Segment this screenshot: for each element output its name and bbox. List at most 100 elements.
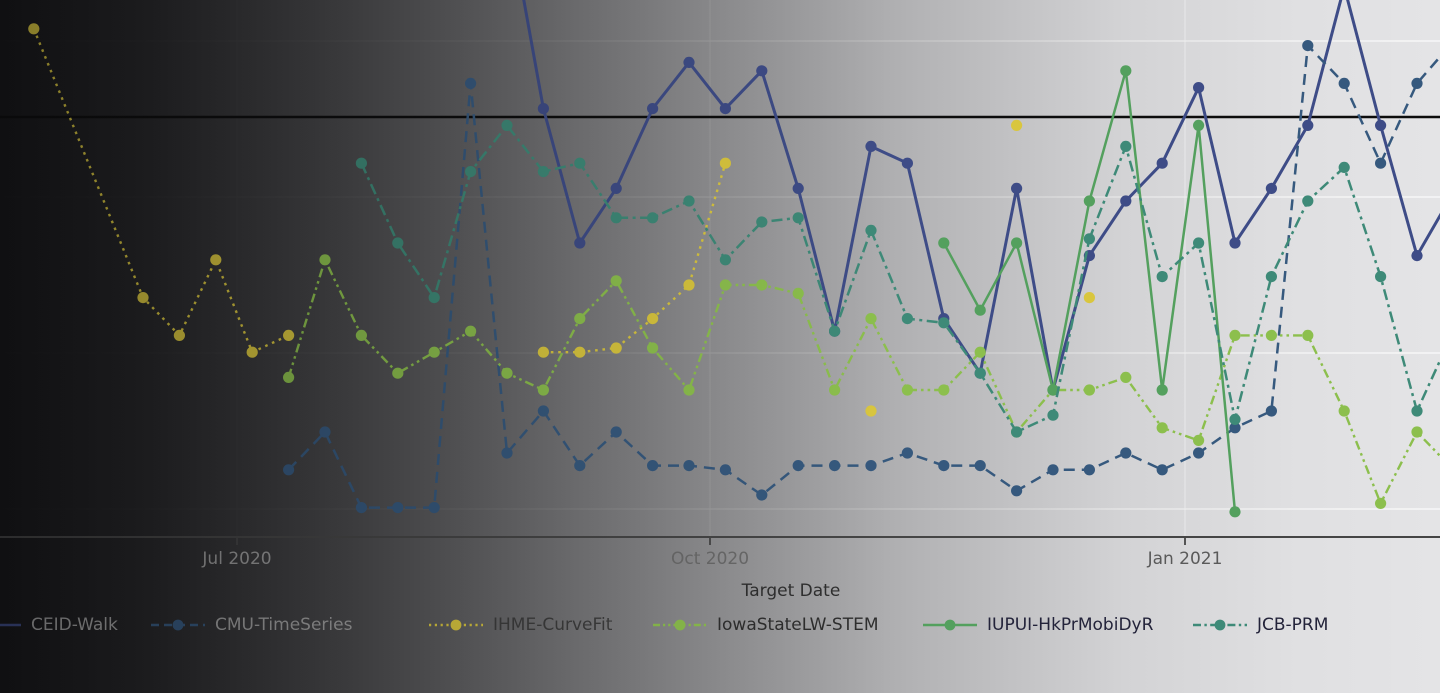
series-iowastatelw-stem (283, 254, 1440, 509)
series-jcb-prm-marker (465, 166, 477, 178)
series-iupui-hkprmobidyr-marker (938, 237, 950, 249)
series-jcb-prm-marker (647, 212, 659, 224)
series-iupui-hkprmobidyr-marker (1193, 119, 1205, 131)
series-jcb-prm-marker (829, 325, 841, 337)
series-cmu-timeseries-marker (1375, 157, 1387, 169)
series-jcb-prm-marker (355, 157, 367, 169)
series-ihme-curvefit-marker (719, 157, 732, 169)
series-cmu-timeseries-marker (355, 502, 367, 514)
series-cmu-timeseries-marker (683, 460, 695, 472)
series-ihme-curvefit-marker (283, 329, 295, 341)
legend-item-jcb-prm: JCB-PRM (1192, 615, 1328, 635)
x-tick-label-jul-2020: Jul 2020 (202, 549, 272, 569)
series-jcb-prm-marker (1047, 409, 1059, 421)
series-iupui-hkprmobidyr-marker (1047, 384, 1059, 396)
series-cmu-timeseries (283, 40, 1440, 514)
series-ceid-walk-marker (610, 182, 622, 194)
legend-label-ihme-curvefit: IHME-CurveFit (493, 615, 613, 635)
series-ceid-walk-marker (1193, 82, 1205, 94)
series-cmu-timeseries-marker (719, 464, 732, 476)
series-jcb-prm-marker (974, 367, 986, 379)
series-iowastatelw-stem-marker (1156, 422, 1168, 434)
legend-item-cmu-timeseries: CMU-TimeSeries (150, 615, 352, 635)
x-tick-label-jan-2021: Jan 2021 (1147, 549, 1223, 569)
series-jcb-prm-marker (610, 212, 622, 224)
series-ceid-walk-marker (756, 65, 768, 77)
series-cmu-timeseries-marker (428, 502, 440, 514)
series-iowastatelw-stem-marker (865, 313, 877, 325)
series-ceid-walk-marker (1229, 237, 1241, 249)
series-iupui-hkprmobidyr-marker (1156, 384, 1168, 396)
series-cmu-timeseries-marker (610, 426, 622, 438)
series-ceid-walk-marker (683, 56, 695, 68)
series-iowastatelw-stem-marker (392, 367, 404, 379)
series-ihme-curvefit-marker (28, 23, 40, 35)
series-iowastatelw-stem-line (287, 256, 1440, 507)
series-cmu-timeseries-marker (1083, 464, 1095, 476)
series-ihme-curvefit-line (543, 162, 727, 354)
series-ihme-curvefit-marker (683, 279, 695, 291)
legend-swatch-jcb-prm (1193, 619, 1247, 631)
series-ihme-curvefit-marker (173, 329, 185, 341)
series-ihme-curvefit-marker (210, 254, 222, 266)
series-jcb-prm-marker (1375, 271, 1387, 283)
series-iowastatelw-stem-marker (501, 367, 513, 379)
x-tick-label-oct-2020: Oct 2020 (670, 549, 750, 569)
series-ihme-curvefit-marker (865, 405, 877, 417)
series-cmu-timeseries-marker (1302, 40, 1314, 52)
series-iowastatelw-stem-marker (901, 384, 914, 396)
series-ceid-walk-marker (1156, 157, 1168, 169)
series-cmu-timeseries-marker (974, 460, 986, 472)
series-iowastatelw-stem-marker (974, 346, 986, 358)
series-cmu-timeseries-marker (1229, 422, 1241, 434)
series-jcb-prm-marker (1338, 161, 1350, 173)
series-cmu-timeseries-marker (1338, 77, 1350, 89)
series-cmu-timeseries-marker (1411, 77, 1423, 89)
series-iupui-hkprmobidyr-marker (1083, 195, 1095, 207)
series-jcb-prm-marker (1011, 426, 1023, 438)
series-iupui-hkprmobidyr-marker (1011, 237, 1023, 249)
series-cmu-timeseries-marker (1011, 485, 1023, 497)
series-jcb-prm-marker (537, 166, 550, 178)
series-iowastatelw-stem-marker (1338, 405, 1350, 417)
legend-item-iowastatelw-stem: IowaStateLW-STEM (652, 615, 878, 635)
legend-swatch-iowastatelw-stem (653, 619, 707, 631)
series-iowastatelw-stem-marker (756, 279, 768, 291)
series-ihme-curvefit (28, 23, 1095, 417)
series-cmu-timeseries-marker (829, 460, 841, 472)
series-iowastatelw-stem-marker (465, 325, 477, 337)
series-ceid-walk-marker (574, 237, 586, 249)
series-jcb-prm-marker (1193, 237, 1205, 249)
series-cmu-timeseries-marker (901, 447, 914, 459)
series-jcb-prm-marker (938, 317, 950, 329)
series-iowastatelw-stem-marker (683, 384, 695, 396)
series-cmu-timeseries-marker (865, 460, 877, 472)
series-iowastatelw-stem-marker (829, 384, 841, 396)
series-jcb-prm-marker (1156, 271, 1168, 283)
series-ceid-walk-marker (537, 103, 550, 115)
series-jcb-prm-marker (428, 292, 440, 304)
series-iowastatelw-stem-marker (1265, 329, 1277, 341)
series-iowastatelw-stem-marker (719, 279, 732, 291)
series-ihme-curvefit-marker (647, 313, 659, 325)
series-ceid-walk-marker (1011, 182, 1023, 194)
series-ceid-walk-marker (1411, 250, 1423, 262)
series-ceid-walk-marker (901, 157, 914, 169)
series-cmu-timeseries-marker (1047, 464, 1059, 476)
series-cmu-timeseries-marker (501, 447, 513, 459)
series-iowastatelw-stem-marker (537, 384, 550, 396)
legend-label-iupui-hkprmobidyr: IUPUI-HkPrMobiDyR (987, 615, 1154, 635)
series-jcb-prm-marker (1265, 271, 1277, 283)
series-iowastatelw-stem-marker (647, 342, 659, 354)
series-jcb-prm-marker (1302, 195, 1314, 207)
series-jcb-prm-marker (865, 224, 877, 236)
series-cmu-timeseries-marker (792, 460, 804, 472)
series-jcb-prm-marker (392, 237, 404, 249)
series-ceid-walk-marker (1120, 195, 1132, 207)
legend-label-ceid-walk: CEID-Walk (31, 615, 118, 635)
series-iowastatelw-stem-marker (355, 329, 367, 341)
series-ihme-curvefit-marker (610, 342, 622, 354)
legend-swatch-ihme-curvefit (429, 619, 483, 631)
